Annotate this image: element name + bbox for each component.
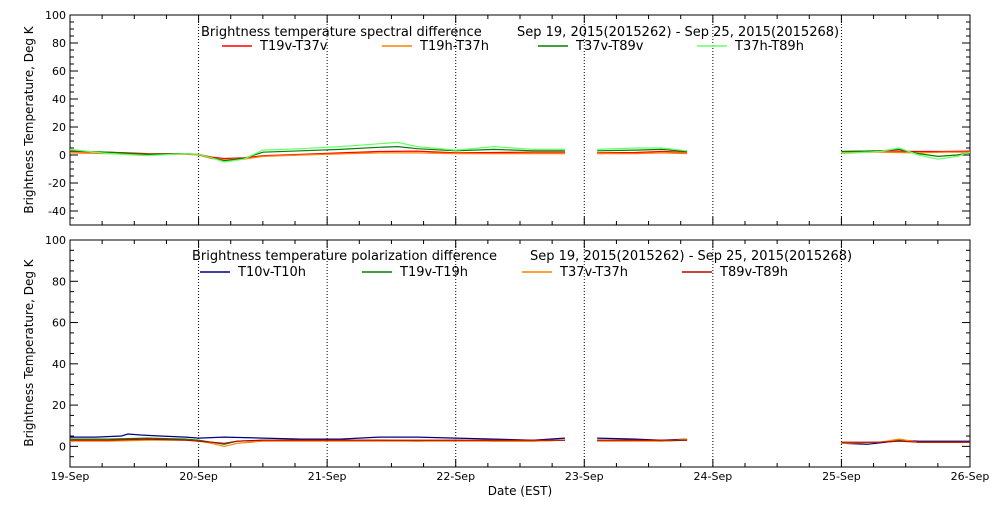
panel-2-y-tick-label: 20 xyxy=(52,399,66,412)
panel-1-title: Brightness temperature spectral differen… xyxy=(201,25,482,40)
panel-2-y-tick-label: 0 xyxy=(59,440,66,453)
legend-label: T19v-T37v xyxy=(259,39,328,54)
chart-marks: -40 -20 0 20 40 60 80 100 T19v-T37v T19h-T37h T37v… xyxy=(45,9,989,483)
x-axis-label: Date (EST) xyxy=(488,484,552,498)
panel-2-frame xyxy=(69,239,971,468)
panel-1-y-tick-label: 60 xyxy=(52,65,66,78)
panel-1-y-tick-label: 0 xyxy=(59,149,66,162)
panel-2-y-tick-label: 80 xyxy=(52,275,66,288)
legend-label: T37h-T89h xyxy=(734,39,804,54)
panel-1-y-tick-label: -20 xyxy=(48,177,66,190)
legend-label: T37v-T37h xyxy=(559,265,628,280)
panel-1-y-tick-label: 100 xyxy=(45,9,66,22)
series-line-t89v-t89h xyxy=(70,438,970,444)
legend-label: T10v-T10h xyxy=(237,265,306,280)
legend-label: T37v-T89v xyxy=(575,39,644,54)
x-tick-label: 21-Sep xyxy=(308,470,347,483)
legend-label: T19h-T37h xyxy=(419,39,489,54)
panel-1-y-tick-label: 80 xyxy=(52,37,66,50)
x-tick-label: 24-Sep xyxy=(694,470,733,483)
panel-2-y-tick-label: 60 xyxy=(52,317,66,330)
panel-1-frame xyxy=(69,14,971,226)
panel-2-title: Brightness temperature polarization diff… xyxy=(192,249,497,264)
panel-1-ylabel: Brightness Temperature, Deg K xyxy=(22,25,36,213)
legend-label: T19v-T19h xyxy=(399,265,468,280)
x-tick-label: 22-Sep xyxy=(436,470,475,483)
panel-2-y-tick-label: 40 xyxy=(52,358,66,371)
x-tick-label: 23-Sep xyxy=(565,470,604,483)
panel-1-y-tick-label: 40 xyxy=(52,93,66,106)
panel-1-y-tick-label: 20 xyxy=(52,121,66,134)
x-tick-label: 25-Sep xyxy=(822,470,861,483)
legend-label: T89v-T89h xyxy=(719,265,788,280)
series-line-t37h-t89h xyxy=(69,141,971,163)
x-tick-label: 20-Sep xyxy=(179,470,218,483)
panel-2-y-tick-label: 100 xyxy=(45,234,66,247)
panel-2-ylabel: Brightness Temperature, Deg K xyxy=(22,258,36,446)
x-tick-label: 26-Sep xyxy=(951,470,990,483)
panel-1-y-tick-label: -40 xyxy=(48,205,66,218)
panel-1-date-range: Sep 19, 2015(2015262) - Sep 25, 2015(201… xyxy=(517,25,839,40)
panel-2-date-range: Sep 19, 2015(2015262) - Sep 25, 2015(201… xyxy=(530,249,852,264)
x-tick-label: 19-Sep xyxy=(51,470,90,483)
